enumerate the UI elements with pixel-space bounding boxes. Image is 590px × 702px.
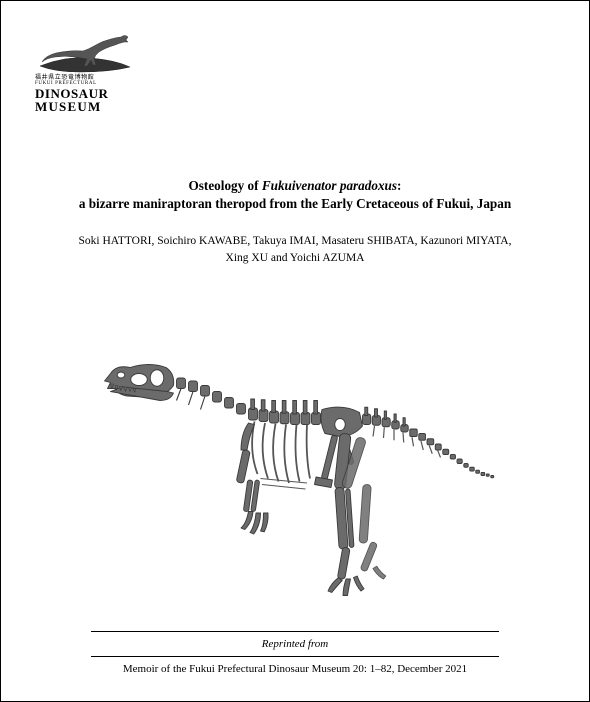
logo-line-en-big1: DINOSAUR bbox=[35, 87, 145, 101]
reprinted-from-label: Reprinted from bbox=[31, 632, 559, 656]
figure-area bbox=[31, 275, 559, 625]
authors-line-2: Xing XU and Yoichi AZUMA bbox=[31, 250, 559, 267]
logo-line-en-big2: MUSEUM bbox=[35, 100, 145, 114]
authors-line-1: Soki HATTORI, Soichiro KAWABE, Takuya IM… bbox=[31, 233, 559, 250]
title-line-1: Osteology of Fukuivenator paradoxus: bbox=[31, 177, 559, 195]
title-pre: Osteology of bbox=[189, 178, 262, 193]
title-species: Fukuivenator paradoxus bbox=[262, 178, 397, 193]
authors-block: Soki HATTORI, Soichiro KAWABE, Takuya IM… bbox=[31, 233, 559, 268]
cover-page: 福井県立恐竜博物館 FUKUI PREFECTURAL DINOSAUR MUS… bbox=[0, 0, 590, 702]
title-post: : bbox=[397, 178, 401, 193]
paper-title: Osteology of Fukuivenator paradoxus: a b… bbox=[31, 177, 559, 213]
citation-line: Memoir of the Fukui Prefectural Dinosaur… bbox=[31, 657, 559, 679]
museum-logo-icon bbox=[35, 27, 135, 73]
footer-block: Reprinted from Memoir of the Fukui Prefe… bbox=[31, 631, 559, 679]
museum-logo-text: 福井県立恐竜博物館 FUKUI PREFECTURAL DINOSAUR MUS… bbox=[35, 75, 145, 114]
museum-logo: 福井県立恐竜博物館 FUKUI PREFECTURAL DINOSAUR MUS… bbox=[35, 27, 145, 114]
title-line-2: a bizarre maniraptoran theropod from the… bbox=[31, 195, 559, 213]
skeleton-illustration-icon bbox=[85, 300, 505, 600]
